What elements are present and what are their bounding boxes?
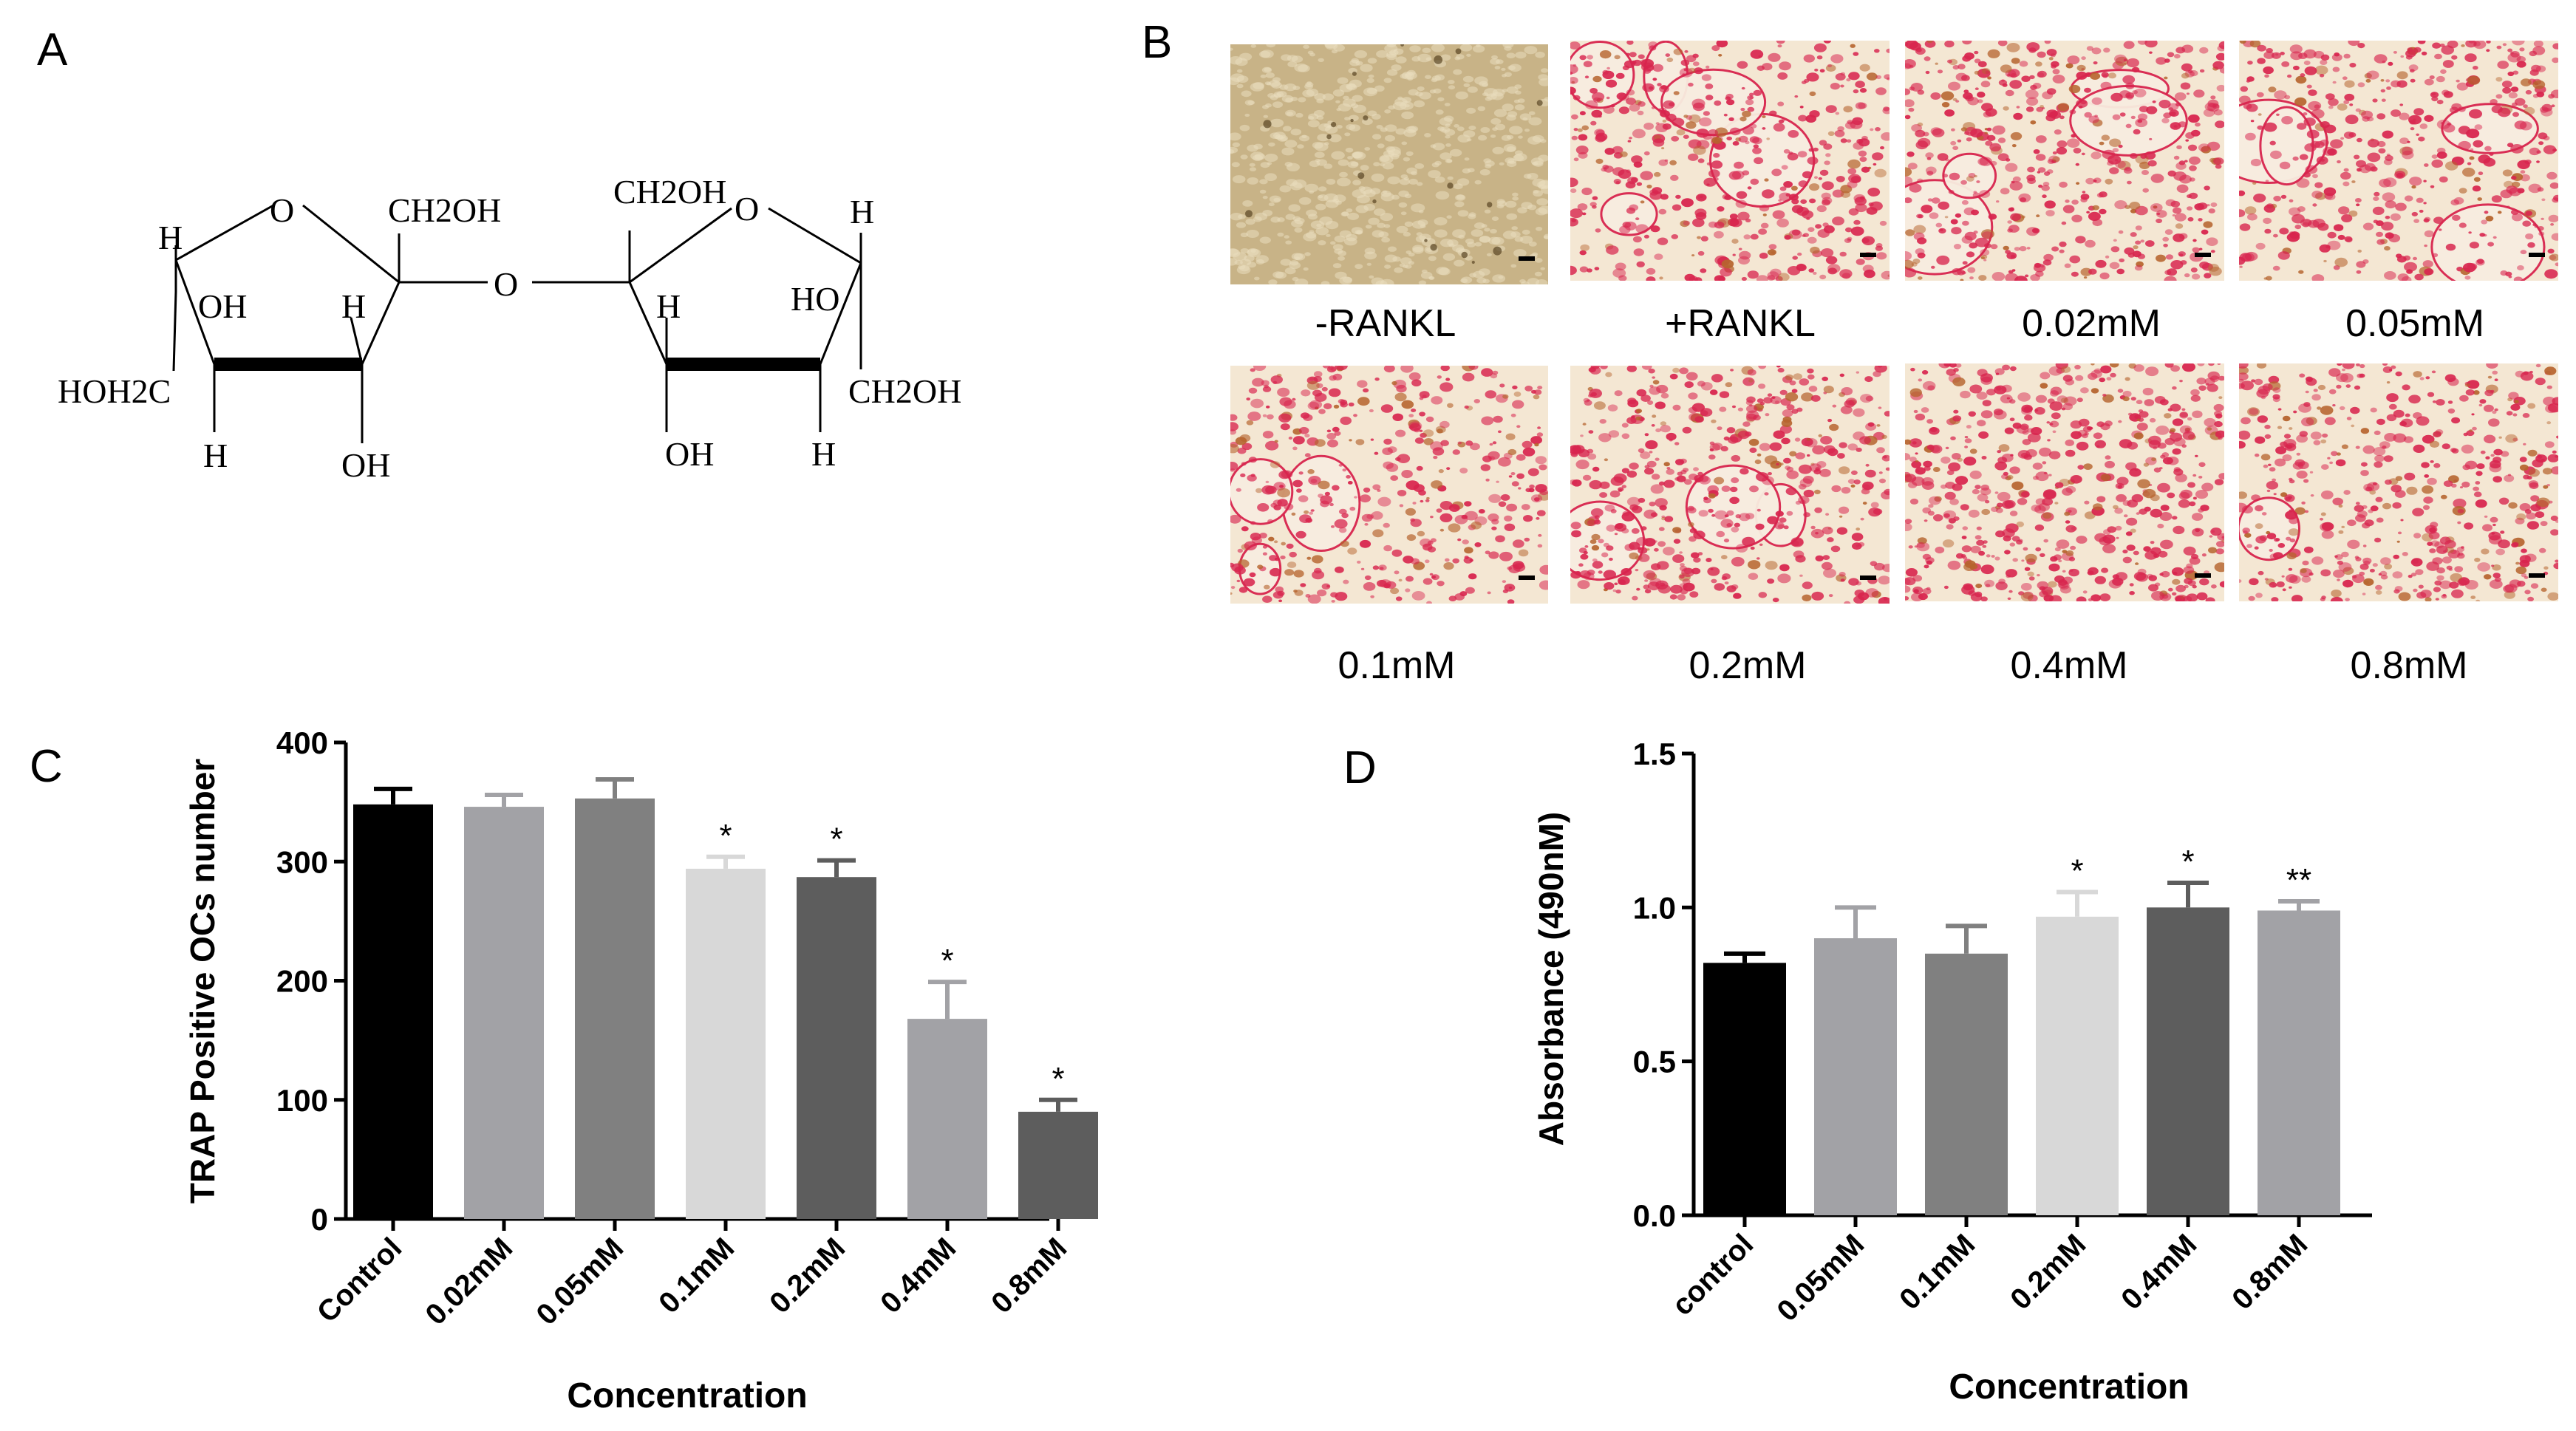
- atom-label: CH2OH: [848, 372, 961, 410]
- y-tick-label: 1.5: [1633, 737, 1676, 771]
- chart-d-xlabel: Concentration: [1949, 1367, 2189, 1407]
- atom-label: OH: [665, 435, 714, 473]
- micrograph-label: +RANKL: [1665, 302, 1816, 345]
- significance-marker: *: [1052, 1061, 1064, 1097]
- chart-c-xlabel: Concentration: [567, 1376, 807, 1415]
- micrograph-label: 0.1mM: [1338, 644, 1456, 687]
- y-tick-label: 300: [276, 844, 328, 879]
- chemical-structure: [172, 204, 862, 443]
- y-tick-label: 200: [276, 964, 328, 999]
- bar: [907, 1019, 987, 1219]
- x-tick-label: 0.1mM: [1893, 1228, 1981, 1316]
- atom-label: H: [158, 219, 183, 256]
- x-tick-label: 0.05mM: [1771, 1228, 1870, 1328]
- x-tick-label: 0.8mM: [985, 1232, 1073, 1319]
- atom-label: OH: [341, 446, 390, 484]
- atom-label: HO: [791, 280, 839, 318]
- micrograph-label: -RANKL: [1315, 302, 1456, 345]
- bar: [1018, 1111, 1098, 1219]
- micrograph-0-1mm: [1230, 366, 1548, 604]
- atom-label: O: [735, 190, 759, 228]
- micrograph-0-02mm: [1905, 41, 2224, 281]
- chart-c-ylabel: TRAP Positive OCs number: [183, 759, 222, 1204]
- significance-marker: **: [2286, 862, 2311, 898]
- significance-marker: *: [2181, 844, 2194, 880]
- micrograph-neg-rankl: [1230, 44, 1548, 284]
- micrograph-pos-rankl: [1570, 41, 1890, 281]
- bar: [1703, 963, 1786, 1215]
- micrograph-label: 0.05mM: [2345, 302, 2484, 345]
- micrograph-0-4mm: [1905, 363, 2224, 601]
- significance-marker: *: [941, 943, 953, 979]
- atom-label: H: [850, 193, 874, 230]
- x-tick-label: 0.8mM: [2226, 1228, 2314, 1316]
- x-tick-label: 0.05mM: [530, 1232, 630, 1331]
- chart-d: 0.0 0.5 1.0 1.5 control 0.05mM 0.1mM 0.2mM * 0.4m…: [1633, 737, 2372, 1328]
- atom-label: OH: [198, 287, 247, 325]
- bar: [464, 807, 544, 1219]
- micrograph-label: 0.8mM: [2351, 644, 2468, 687]
- panel-letter-a: A: [37, 24, 68, 75]
- x-tick-label: 0.4mM: [2115, 1228, 2203, 1316]
- atom-label: CH2OH: [388, 191, 501, 229]
- atom-label: CH2OH: [613, 173, 726, 211]
- micrograph-label: 0.02mM: [2022, 302, 2161, 345]
- bar: [1814, 938, 1897, 1215]
- bar: [686, 868, 766, 1219]
- panel-letter-c: C: [30, 741, 63, 792]
- atom-label: H: [656, 287, 681, 325]
- atom-label: H: [811, 435, 836, 473]
- x-tick-label: control: [1666, 1228, 1759, 1322]
- micrograph-label: 0.4mM: [2011, 644, 2128, 687]
- significance-marker: *: [830, 822, 842, 858]
- atom-label: H: [203, 437, 228, 474]
- x-tick-label: 0.2mM: [2004, 1228, 2092, 1316]
- chart-c: 0 100 200 300 400 Control 0.02mM 0.05mM 0.1mM * 0.…: [276, 725, 1098, 1331]
- micrograph-label: 0.2mM: [1689, 644, 1807, 687]
- bar: [575, 798, 655, 1219]
- y-tick-label: 100: [276, 1083, 328, 1118]
- structure-atom-labels: H O CH2OH OH H HOH2C H OH O CH2OH O H H …: [58, 173, 961, 484]
- bar: [2258, 910, 2340, 1215]
- bar: [2147, 907, 2229, 1215]
- micrograph-0-2mm: [1570, 366, 1890, 604]
- micrograph-0-05mm: [2239, 41, 2558, 281]
- atom-label: O: [270, 191, 294, 229]
- y-tick-label: 400: [276, 725, 328, 760]
- significance-marker: *: [2071, 853, 2083, 889]
- x-tick-label: 0.2mM: [763, 1232, 851, 1319]
- y-tick-label: 1.0: [1633, 890, 1676, 925]
- micrograph-0-8mm: [2239, 363, 2558, 601]
- y-tick-label: 0.0: [1633, 1198, 1676, 1233]
- bar: [2036, 916, 2119, 1215]
- significance-marker: *: [719, 818, 732, 854]
- atom-label: O: [494, 265, 518, 303]
- bar: [1925, 953, 2008, 1215]
- chart-d-ylabel: Absorbance (490nM): [1532, 812, 1570, 1146]
- panel-letter-d: D: [1343, 742, 1377, 793]
- x-tick-label: Control: [311, 1232, 409, 1329]
- x-tick-label: 0.02mM: [419, 1232, 519, 1331]
- bar: [797, 877, 876, 1219]
- x-tick-label: 0.4mM: [874, 1232, 962, 1319]
- y-tick-label: 0: [311, 1202, 328, 1237]
- atom-label: HOH2C: [58, 372, 171, 410]
- atom-label: H: [341, 287, 366, 325]
- y-tick-label: 0.5: [1633, 1045, 1676, 1079]
- x-tick-label: 0.1mM: [652, 1232, 740, 1319]
- panel-letter-b: B: [1142, 17, 1172, 68]
- bar: [353, 804, 433, 1219]
